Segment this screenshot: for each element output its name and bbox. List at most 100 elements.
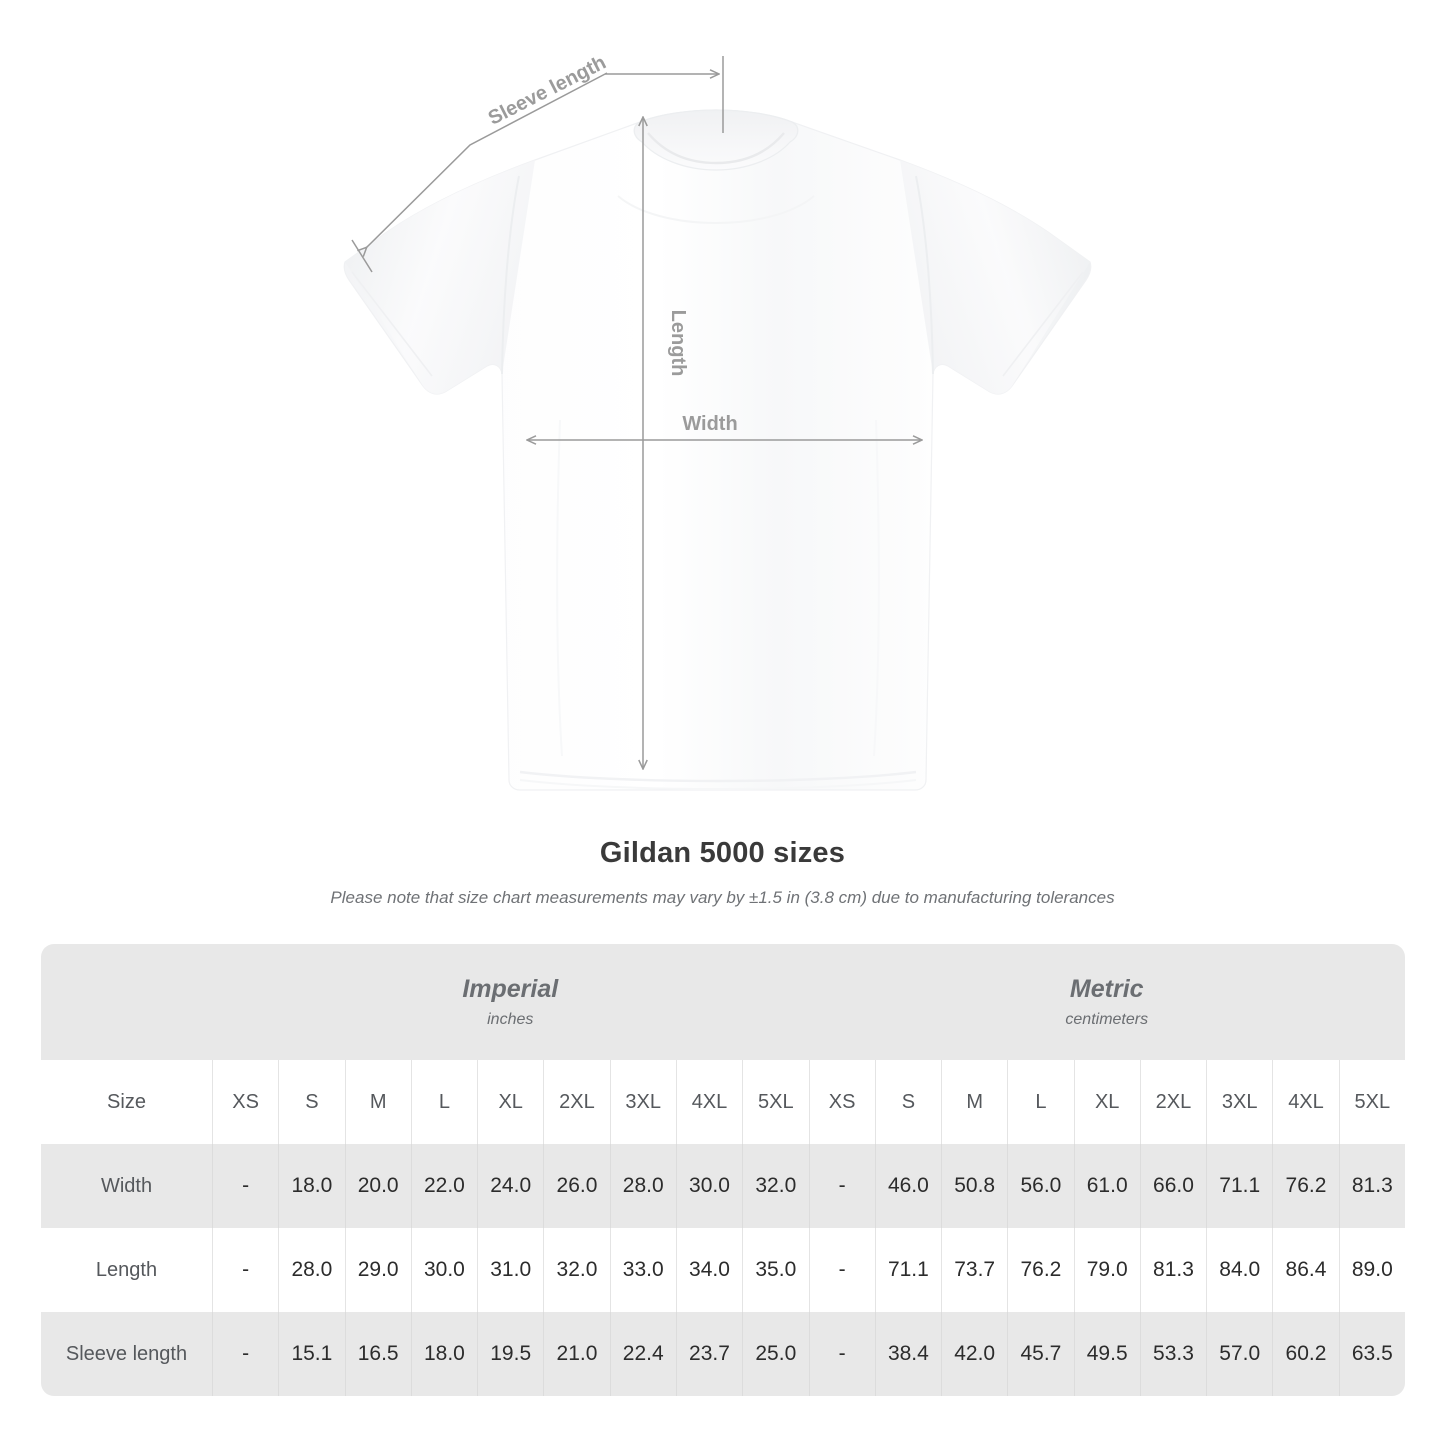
measurement-annotations [351,56,921,768]
cell-length-imp-2: 29.0 [344,1228,411,1312]
header-size-metric-5: 2XL [1139,1060,1207,1144]
header-size-imperial-3: L [410,1060,478,1144]
cell-width-met-3: 56.0 [1007,1144,1074,1228]
header-size-metric-2: M [941,1060,1008,1144]
cell-length-met-0: - [808,1228,875,1312]
cell-width-imp-5: 26.0 [543,1144,610,1228]
header-size-imperial-6: 3XL [609,1060,676,1144]
unit-metric-sub: centimeters [1065,1010,1149,1028]
header-size-imperial-2: M [344,1060,411,1144]
cell-length-met-1: 71.1 [874,1228,942,1312]
cell-sleeve-met-2: 42.0 [941,1312,1008,1396]
cell-width-imp-3: 22.0 [410,1144,478,1228]
cell-sleeve-imp-2: 16.5 [344,1312,411,1396]
unit-band-spacer [41,944,212,1060]
cell-sleeve-met-6: 57.0 [1206,1312,1273,1396]
cell-sleeve-met-4: 49.5 [1073,1312,1140,1396]
cell-width-met-4: 61.0 [1073,1144,1140,1228]
cell-sleeve-imp-8: 25.0 [742,1312,809,1396]
cell-width-met-2: 50.8 [941,1144,1008,1228]
cell-width-imp-7: 30.0 [675,1144,743,1228]
cell-width-imp-4: 24.0 [477,1144,544,1228]
sleeve-length-dimension [351,72,608,273]
header-size-metric-3: L [1007,1060,1074,1144]
cell-width-imp-8: 32.0 [742,1144,809,1228]
header-size-imperial-0: XS [212,1060,279,1144]
cell-sleeve-met-8: 63.5 [1338,1312,1405,1396]
cell-width-met-8: 81.3 [1338,1144,1405,1228]
cell-width-imp-1: 18.0 [278,1144,345,1228]
unit-metric-name: Metric [1069,974,1144,1003]
header-size-metric-6: 3XL [1206,1060,1273,1144]
tshirt-illustration: Sleeve length Length Width [343,52,1092,791]
cell-width-met-7: 76.2 [1272,1144,1339,1228]
cell-length-imp-7: 34.0 [675,1228,743,1312]
cell-length-imp-0: - [212,1228,279,1312]
header-size-metric-7: 4XL [1272,1060,1339,1144]
cell-sleeve-imp-3: 18.0 [410,1312,478,1396]
chart-title-block: Gildan 5000 sizes Please note that size … [0,836,1445,909]
row-label-length: Length [41,1228,212,1312]
unit-band-row: Imperial inches Metric centimeters [41,944,1405,1060]
width-label: Width [682,413,737,435]
cell-width-imp-2: 20.0 [344,1144,411,1228]
cell-sleeve-imp-4: 19.5 [477,1312,544,1396]
cell-sleeve-met-3: 45.7 [1007,1312,1074,1396]
cell-sleeve-met-7: 60.2 [1272,1312,1339,1396]
cell-sleeve-imp-6: 22.4 [609,1312,676,1396]
page-title: Gildan 5000 sizes [599,837,846,869]
shoulder-reference-arrow [605,56,724,133]
header-size-imperial-8: 5XL [742,1060,809,1144]
unit-imperial: Imperial inches [212,944,809,1060]
tolerance-note: Please note that size chart measurements… [330,888,1115,907]
length-label: Length [667,310,689,377]
header-size-imperial-1: S [278,1060,345,1144]
cell-sleeve-met-1: 38.4 [874,1312,942,1396]
shirt-silhouette [343,109,1092,791]
header-size-metric-1: S [874,1060,942,1144]
table-row: Length - 28.0 29.0 30.0 31.0 32.0 33.0 3… [41,1228,1405,1312]
size-chart-table: Imperial inches Metric centimeters Size … [41,944,1405,1396]
cell-width-met-0: - [808,1144,875,1228]
header-size-label: Size [41,1060,212,1144]
cell-length-met-4: 79.0 [1073,1228,1140,1312]
sleeve-length-label: Sleeve length [485,52,610,130]
header-size-metric-8: 5XL [1338,1060,1405,1144]
cell-length-met-5: 81.3 [1139,1228,1207,1312]
cell-length-met-7: 86.4 [1272,1228,1339,1312]
header-size-imperial-7: 4XL [675,1060,743,1144]
cell-length-met-2: 73.7 [941,1228,1008,1312]
size-header-row: Size XS S M L XL 2XL 3XL 4XL 5XL XS S M … [41,1060,1405,1144]
cell-length-imp-5: 32.0 [543,1228,610,1312]
header-size-metric-4: XL [1073,1060,1140,1144]
unit-metric: Metric centimeters [808,944,1405,1060]
cell-width-imp-0: - [212,1144,279,1228]
cell-width-met-5: 66.0 [1139,1144,1207,1228]
header-size-imperial-5: 2XL [543,1060,610,1144]
row-label-width: Width [41,1144,212,1228]
cell-length-met-8: 89.0 [1338,1228,1405,1312]
cell-sleeve-imp-0: - [212,1312,279,1396]
unit-imperial-sub: inches [487,1010,534,1028]
cell-length-imp-3: 30.0 [410,1228,478,1312]
table-row: Sleeve length - 15.1 16.5 18.0 19.5 21.0… [41,1312,1405,1396]
cell-width-met-1: 46.0 [874,1144,942,1228]
row-label-sleeve-length: Sleeve length [41,1312,212,1396]
cell-length-met-6: 84.0 [1206,1228,1273,1312]
header-size-imperial-4: XL [477,1060,544,1144]
tshirt-diagram: Sleeve length Length Width [343,51,1092,791]
cell-sleeve-imp-7: 23.7 [675,1312,743,1396]
cell-length-met-3: 76.2 [1007,1228,1074,1312]
cell-sleeve-met-5: 53.3 [1139,1312,1207,1396]
cell-length-imp-4: 31.0 [477,1228,544,1312]
cell-width-imp-6: 28.0 [609,1144,676,1228]
cell-length-imp-1: 28.0 [278,1228,345,1312]
cell-length-imp-6: 33.0 [609,1228,676,1312]
cell-sleeve-imp-1: 15.1 [278,1312,345,1396]
cell-sleeve-met-0: - [808,1312,875,1396]
cell-sleeve-imp-5: 21.0 [543,1312,610,1396]
cell-length-imp-8: 35.0 [742,1228,809,1312]
table-row: Width - 18.0 20.0 22.0 24.0 26.0 28.0 30… [41,1144,1405,1228]
unit-imperial-name: Imperial [462,974,559,1003]
cell-width-met-6: 71.1 [1206,1144,1273,1228]
